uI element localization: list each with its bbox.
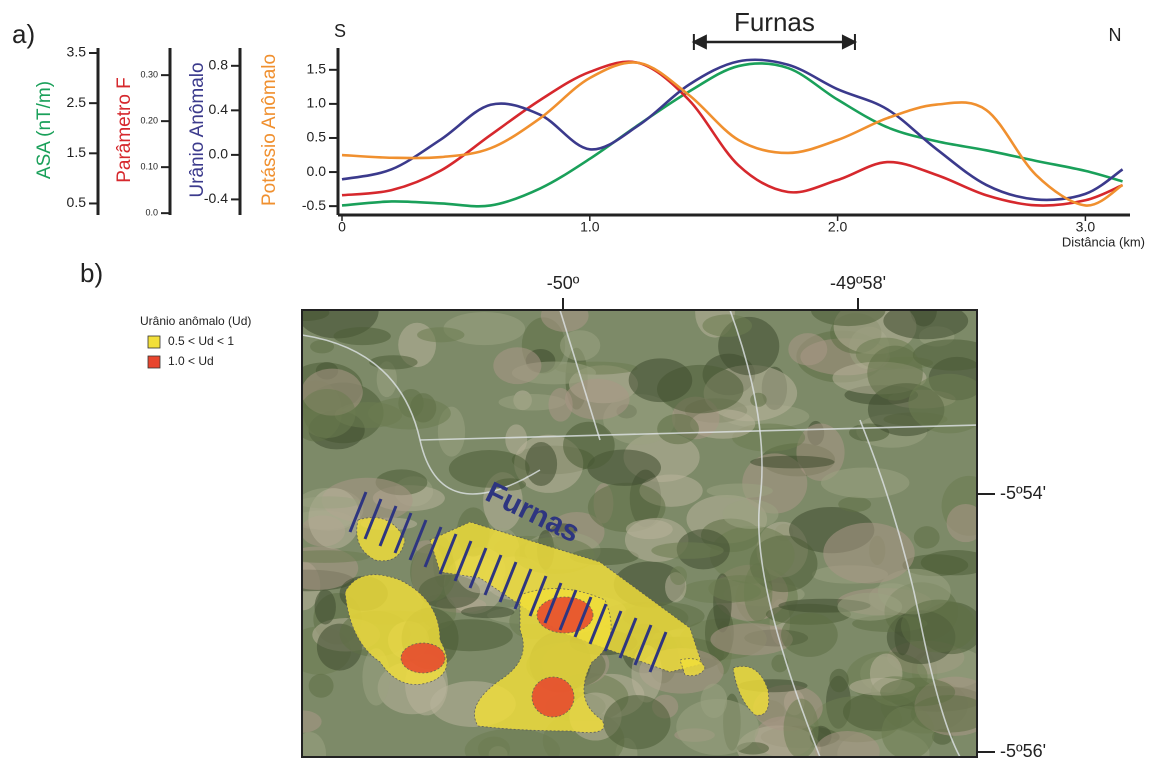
y-tick-label: 0.5 [307,129,327,145]
terrain-patch [837,593,902,621]
terrain-patch [651,542,723,559]
y-tick-label: 0.0 [209,146,229,162]
anomaly-high [401,643,445,673]
panel-label: b) [80,258,103,288]
terrain-patch [299,389,355,438]
y-tick-label: -0.5 [302,197,326,213]
terrain-patch [334,327,391,345]
terrain-patch [309,674,334,698]
y-tick-label: 0.0 [145,208,158,218]
terrain-patch [548,388,572,422]
terrain-patch [901,600,976,653]
terrain-patch [914,526,940,549]
terrain-patch [708,575,772,602]
terrain-patch [369,355,417,369]
terrain-patch [525,442,557,486]
terrain-patch [947,504,985,542]
terrain-patch [565,379,630,420]
terrain-patch [280,550,370,563]
terrain-patch [461,606,514,618]
terrain-patch [603,695,670,749]
lat-label: -5º56' [1000,741,1046,760]
x-tick-label: 0 [338,219,346,235]
terrain-patch [829,669,848,693]
panel-label: a) [12,19,35,49]
terrain-patch [297,496,360,508]
x-tick-label: 2.0 [828,219,848,235]
y-axis-title: Parâmetro F [114,77,135,183]
y-axis-title: ASA (nT/m) [34,81,55,179]
terrain-patch [368,397,451,430]
terrain-patch [315,590,336,625]
terrain-patch [702,314,752,337]
y-tick-label: 1.5 [307,61,327,77]
terrain-patch [750,456,834,469]
legend-swatch [148,356,160,368]
x-tick-label: 1.0 [580,219,600,235]
x-axis-title: Distância (km) [1062,234,1145,249]
terrain-patch [710,623,792,655]
terrain-patch [560,330,600,360]
y-tick-label: 0.8 [209,57,229,73]
direction-label: S [334,21,346,41]
legend-label: 1.0 < Ud [168,354,214,368]
data-line [342,62,1123,205]
y-tick-label: 0.20 [140,116,158,126]
figure: a) S N Distância (km) b) Furnas 0.5 1.5 2.… [0,0,1149,760]
y-tick-label: 1.0 [307,95,327,111]
terrain-patch [670,566,687,585]
terrain-patch [493,347,541,384]
y-tick-label: 1.5 [67,144,87,160]
terrain-patch [823,523,914,584]
y-tick-label: 0.30 [140,70,158,80]
terrain-patch [821,467,910,498]
lon-label: -50º [547,273,580,293]
terrain-patch [883,302,968,339]
y-tick-label: 0.4 [209,101,229,117]
terrain-patch [722,500,778,529]
y-tick-label: 3.5 [67,44,87,60]
terrain-patch [707,483,773,498]
y-tick-label: 2.5 [67,94,87,110]
legend-title: Urânio anômalo (Ud) [140,314,251,328]
y-axis-title: Potássio Anômalo [259,54,280,206]
y-tick-label: 0.5 [67,194,87,210]
y-tick-label: 0.10 [140,162,158,172]
terrain-patch [505,424,527,454]
terrain-patch [913,339,993,370]
terrain-patch [417,327,464,342]
terrain-patch [838,497,871,512]
terrain-patch [629,358,693,402]
legend-label: 0.5 < Ud < 1 [168,334,234,348]
terrain-patch [750,393,767,407]
terrain-patch [788,333,827,365]
data-line [342,60,1123,200]
span-label: Furnas [734,7,815,37]
direction-label: N [1109,25,1122,45]
legend-swatch [148,336,160,348]
y-tick-label: 0.0 [307,163,327,179]
terrain-patch [676,699,759,755]
terrain-patch [563,422,615,469]
lat-label: -5º54' [1000,483,1046,503]
anomaly-high [532,677,574,717]
terrain-patch [781,613,838,657]
x-tick-label: 3.0 [1076,219,1096,235]
lon-label: -49º58' [830,273,886,293]
satellite-map: Furnas [263,283,997,760]
y-axis-title: Urânio Anômalo [187,62,208,197]
terrain-patch [657,414,699,444]
